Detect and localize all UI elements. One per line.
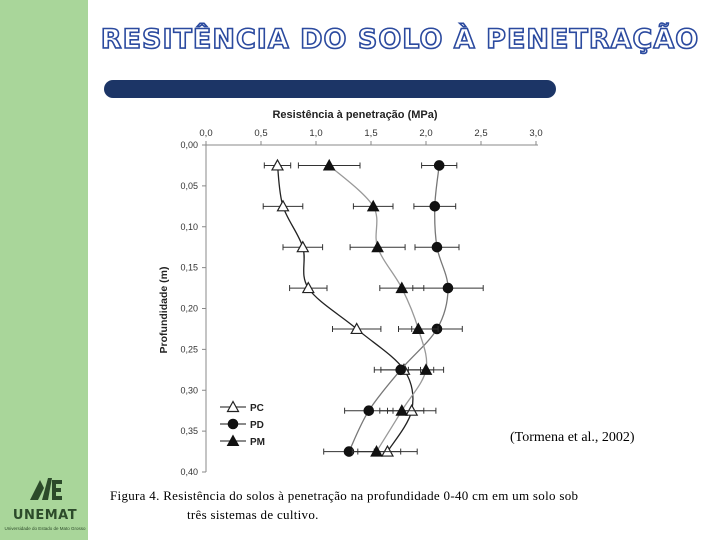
figure-caption: Figura 4. Resistência do solos à penetra… <box>110 486 710 524</box>
x-tick-label: 2,0 <box>419 128 432 139</box>
logo-subtitle: Universidade do Estado de Mato Grosso <box>4 526 86 531</box>
series-pc <box>262 158 437 457</box>
data-point-pm <box>419 363 433 375</box>
legend-marker-pc <box>226 400 240 413</box>
data-point-pm <box>370 445 383 457</box>
data-point-pd <box>363 405 375 416</box>
data-point-pd <box>442 282 454 294</box>
caption-line-1: Figura 4. Resistência do solos à penetra… <box>110 488 579 503</box>
x-tick-label: 1,0 <box>309 128 322 139</box>
data-point-pd <box>433 160 445 171</box>
y-tick-label: 0,35 <box>180 426 198 436</box>
data-point-pm <box>395 404 409 416</box>
x-tick-label: 0,5 <box>254 128 267 139</box>
x-axis-title: Resistência à penetração (MPa) <box>272 109 437 121</box>
data-point-pc <box>276 199 290 212</box>
x-tick-label: 3,0 <box>529 128 542 139</box>
logo-name: UNEMAT <box>12 508 78 523</box>
data-point-pc <box>301 281 315 294</box>
y-tick-label: 0,15 <box>180 263 198 273</box>
unemat-logo: UNEMAT Universidade do Estado de Mato Gr… <box>4 472 86 538</box>
legend-label-pd: PD <box>250 420 264 431</box>
x-tick-label: 1,5 <box>364 128 377 139</box>
data-point-pd <box>429 201 441 212</box>
penetration-resistance-chart: Resistência à penetração (MPa) Profundid… <box>158 109 543 477</box>
series-pm <box>297 158 445 457</box>
data-point-pm <box>371 240 384 253</box>
y-tick-label: 0,30 <box>180 385 198 395</box>
y-tick-label: 0,20 <box>180 304 198 314</box>
sidebar: UNEMAT Universidade do Estado de Mato Gr… <box>0 0 88 540</box>
x-tick-label: 2,5 <box>474 128 487 139</box>
data-point-pm <box>366 199 380 212</box>
y-ticks: 0,00 0,05 0,10 0,15 0,20 0,25 0,30 0,35 0,40 <box>180 140 206 477</box>
x-ticks: 0,0 0,5 1,0 1,5 2,0 2,5 3,0 <box>199 128 543 145</box>
data-point-pd <box>395 364 406 376</box>
data-point-pm <box>322 158 336 171</box>
legend-label-pc: PC <box>250 403 264 414</box>
data-point-pm <box>411 322 425 334</box>
data-point-pm <box>395 281 409 294</box>
legend-marker-pm <box>226 434 240 446</box>
y-tick-label: 0,10 <box>180 222 198 232</box>
y-tick-label: 0,40 <box>180 467 198 477</box>
data-point-pc <box>296 240 310 253</box>
data-point-pd <box>431 241 443 253</box>
x-tick-label: 0,0 <box>199 128 212 139</box>
series-pd <box>323 160 484 457</box>
caption-line-2: três sistemas de cultivo. <box>187 507 319 522</box>
legend: PC PD PM <box>220 400 265 448</box>
y-tick-label: 0,00 <box>180 140 198 150</box>
slide-title: RESITÊNCIA DO SOLO À PENETRAÇÃO <box>100 23 700 56</box>
y-axis-title: Profundidade (m) <box>158 267 170 354</box>
series-layer <box>262 158 484 457</box>
legend-label-pm: PM <box>250 437 265 448</box>
title-underline-bar <box>104 80 556 98</box>
data-point-pc <box>270 158 285 171</box>
citation: (Tormena et al., 2002) <box>510 430 635 445</box>
y-tick-label: 0,25 <box>180 344 198 354</box>
legend-marker-pd <box>227 418 239 430</box>
data-point-pc <box>350 322 364 335</box>
y-tick-label: 0,05 <box>180 181 198 191</box>
unemat-emblem-icon <box>30 478 62 500</box>
